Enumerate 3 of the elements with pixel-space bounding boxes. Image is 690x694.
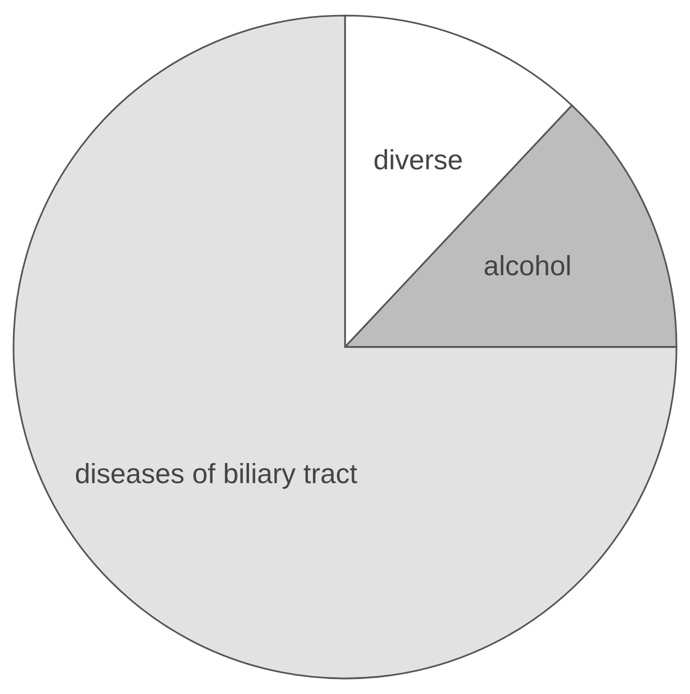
slice-label: diverse	[374, 149, 462, 170]
slice-label: alcohol	[484, 255, 570, 276]
slice-label: diseases of biliary tract	[76, 462, 358, 489]
